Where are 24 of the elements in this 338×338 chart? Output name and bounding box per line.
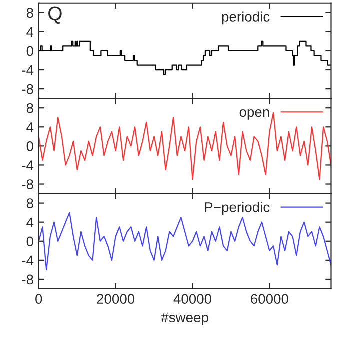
x-axis-title: #sweep — [161, 312, 208, 326]
x-tick-label: 40000 — [174, 294, 212, 304]
x-tick-label: 0 — [36, 294, 42, 304]
y-tick-label: 8 — [26, 103, 34, 114]
y-tick-label: 8 — [26, 198, 34, 208]
y-tick-label: 8 — [26, 8, 34, 18]
y-tick-label: -8 — [22, 84, 34, 94]
y-tick-label: -8 — [22, 180, 34, 190]
y-tick-label: 4 — [26, 218, 34, 228]
y-tick-label: 4 — [26, 122, 34, 132]
annotation: Q — [48, 6, 62, 24]
y-tick-label: -4 — [22, 66, 34, 76]
y-tick-label: 0 — [26, 142, 34, 152]
legend-label: P−periodic — [205, 202, 270, 216]
y-tick-label: 0 — [26, 236, 34, 247]
legend-label: periodic — [222, 12, 270, 25]
legend-label: open — [240, 110, 270, 120]
y-tick-label: 0 — [26, 46, 34, 56]
y-tick-label: 4 — [26, 27, 34, 37]
y-tick-label: -4 — [22, 256, 34, 266]
y-tick-label: -4 — [22, 160, 34, 170]
x-tick-label: 60000 — [251, 294, 288, 304]
x-tick-label: 20000 — [97, 294, 135, 304]
y-tick-label: -8 — [22, 274, 34, 285]
